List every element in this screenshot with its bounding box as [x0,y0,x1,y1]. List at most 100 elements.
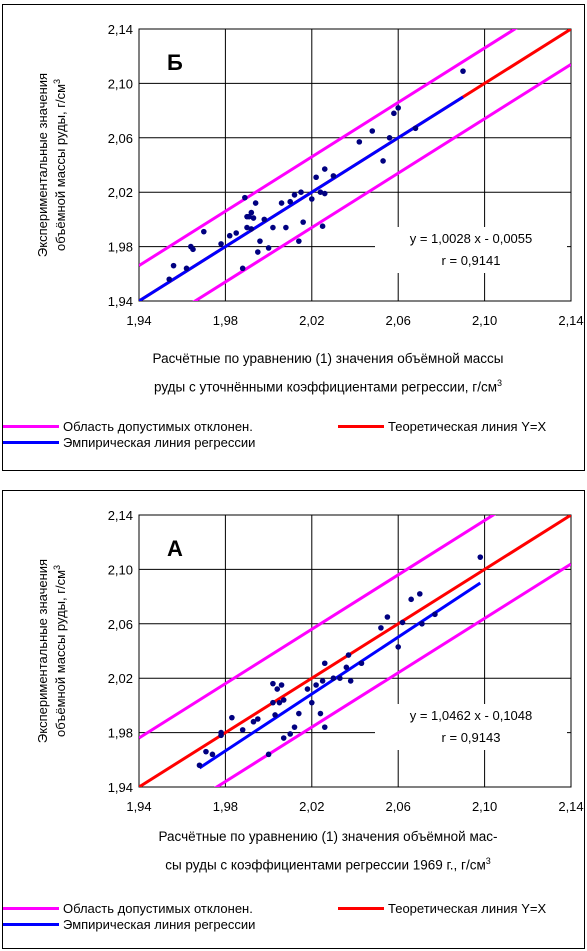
data-point [261,216,268,223]
x-tick-label: 2,14 [558,313,583,328]
data-point [419,621,425,627]
data-point [274,686,281,692]
legend-label-theory: Теоретическая линия Y=X [388,419,547,434]
data-point [347,678,354,684]
x-tick-label: 1,98 [213,313,238,328]
data-point [313,174,319,181]
x-tick-label: 2,10 [472,799,497,814]
y-axis-title-line1: Экспериментальные значения [35,559,50,743]
x-tick-label: 2,06 [386,799,411,814]
x-tick-label: 2,06 [386,313,411,328]
data-point [252,200,259,206]
y-tick-label: 2,02 [108,671,133,686]
theoretical-line [139,515,571,787]
data-point [250,215,257,221]
data-point [203,748,209,755]
y-tick-label: 2,10 [108,76,133,91]
data-point [250,718,257,725]
plot-frame [138,514,572,788]
data-point [345,652,352,658]
data-point [170,262,177,269]
data-point [270,699,276,706]
data-point [395,644,402,650]
data-point [317,710,324,717]
data-point [298,189,304,195]
legend-swatch-theory [338,425,384,428]
x-axis-caption-line1: Расчётные по уравнению (1) значения объё… [152,351,504,366]
data-point [265,245,272,251]
legend-item-allowed: Область допустимых отклонен. [3,419,253,434]
legend-label-allowed: Область допустимых отклонен. [63,419,253,434]
y-tick-label: 1,98 [108,726,133,741]
data-point [287,198,294,205]
legend-item-empirical: Эмпирическая линия регрессии [3,917,255,932]
data-point [239,727,246,733]
data-point [477,554,484,560]
data-point [386,135,393,141]
data-point [242,194,248,201]
legend-label-empirical: Эмпирическая линия регрессии [63,435,256,450]
data-point [296,238,302,244]
data-point [358,660,365,667]
x-tick-label: 2,02 [299,313,324,328]
empirical-regression-line [139,95,464,301]
data-point [287,731,294,737]
data-point [319,678,326,684]
data-point [300,219,306,225]
y-tick-label: 1,94 [108,780,133,795]
y-tick-label: 2,14 [108,22,133,37]
allowed-deviation-line [213,562,571,787]
chart-plot-b: 1,94 1,94 1,98 1,98 2,02 2,02 2,06 2,06 2,10 2,10… [35,22,584,328]
data-point [432,611,438,618]
data-point [380,158,386,164]
data-point [278,682,285,688]
data-point [399,619,406,626]
data-point [270,680,276,687]
data-point [330,173,337,179]
data-point [313,682,319,688]
y-axis-title-sup: 3 [52,79,62,84]
legend-swatch-empirical [3,923,59,926]
chart-panel-a: 1,94 1,94 1,98 1,98 2,02 2,02 2,06 2,06 2,10 2,10… [2,490,585,949]
data-point [239,265,246,272]
y-tick-label: 1,98 [108,240,133,255]
data-point [190,246,196,253]
legend-swatch-allowed [3,425,59,428]
legend-item-theory: Теоретическая линия Y=X [338,901,546,916]
y-tick-label: 2,02 [108,185,133,200]
legend-swatch-empirical [3,441,59,444]
data-point [283,224,289,231]
data-point [296,710,302,717]
data-point [291,192,298,198]
x-axis-caption-b: Расчётные по уравнению (1) значения объё… [83,347,573,400]
panel-label-box [161,45,201,79]
data-point [201,228,207,235]
data-point [233,230,239,236]
panel-label: А [167,536,183,561]
data-point [321,724,328,730]
y-tick-label: 2,10 [108,562,133,577]
data-point [272,712,278,718]
regression-equation: y = 1,0462 x - 0,1048 [410,708,533,723]
data-point [226,232,233,239]
allowed-deviation-line [192,63,571,301]
data-point [218,241,224,247]
legend-item-empirical: Эмпирическая линия регрессии [3,435,255,450]
y-tick-label: 2,14 [108,508,133,523]
data-point [319,223,326,229]
data-point [395,105,402,111]
series-lines [139,515,571,787]
plot-frame [138,28,572,302]
data-point [280,697,287,703]
data-point [317,189,324,195]
y-tick-label: 2,06 [108,617,133,632]
data-point [378,625,384,631]
y-axis-title-line2: объёмной массы руды, г/см3 [52,79,68,251]
allowed-deviation-line [139,29,518,267]
data-point [183,265,190,272]
data-point [229,714,235,721]
data-point [196,762,203,769]
y-tick-label: 1,94 [108,294,133,309]
x-tick-label: 1,94 [126,799,151,814]
series-lines [139,29,571,301]
